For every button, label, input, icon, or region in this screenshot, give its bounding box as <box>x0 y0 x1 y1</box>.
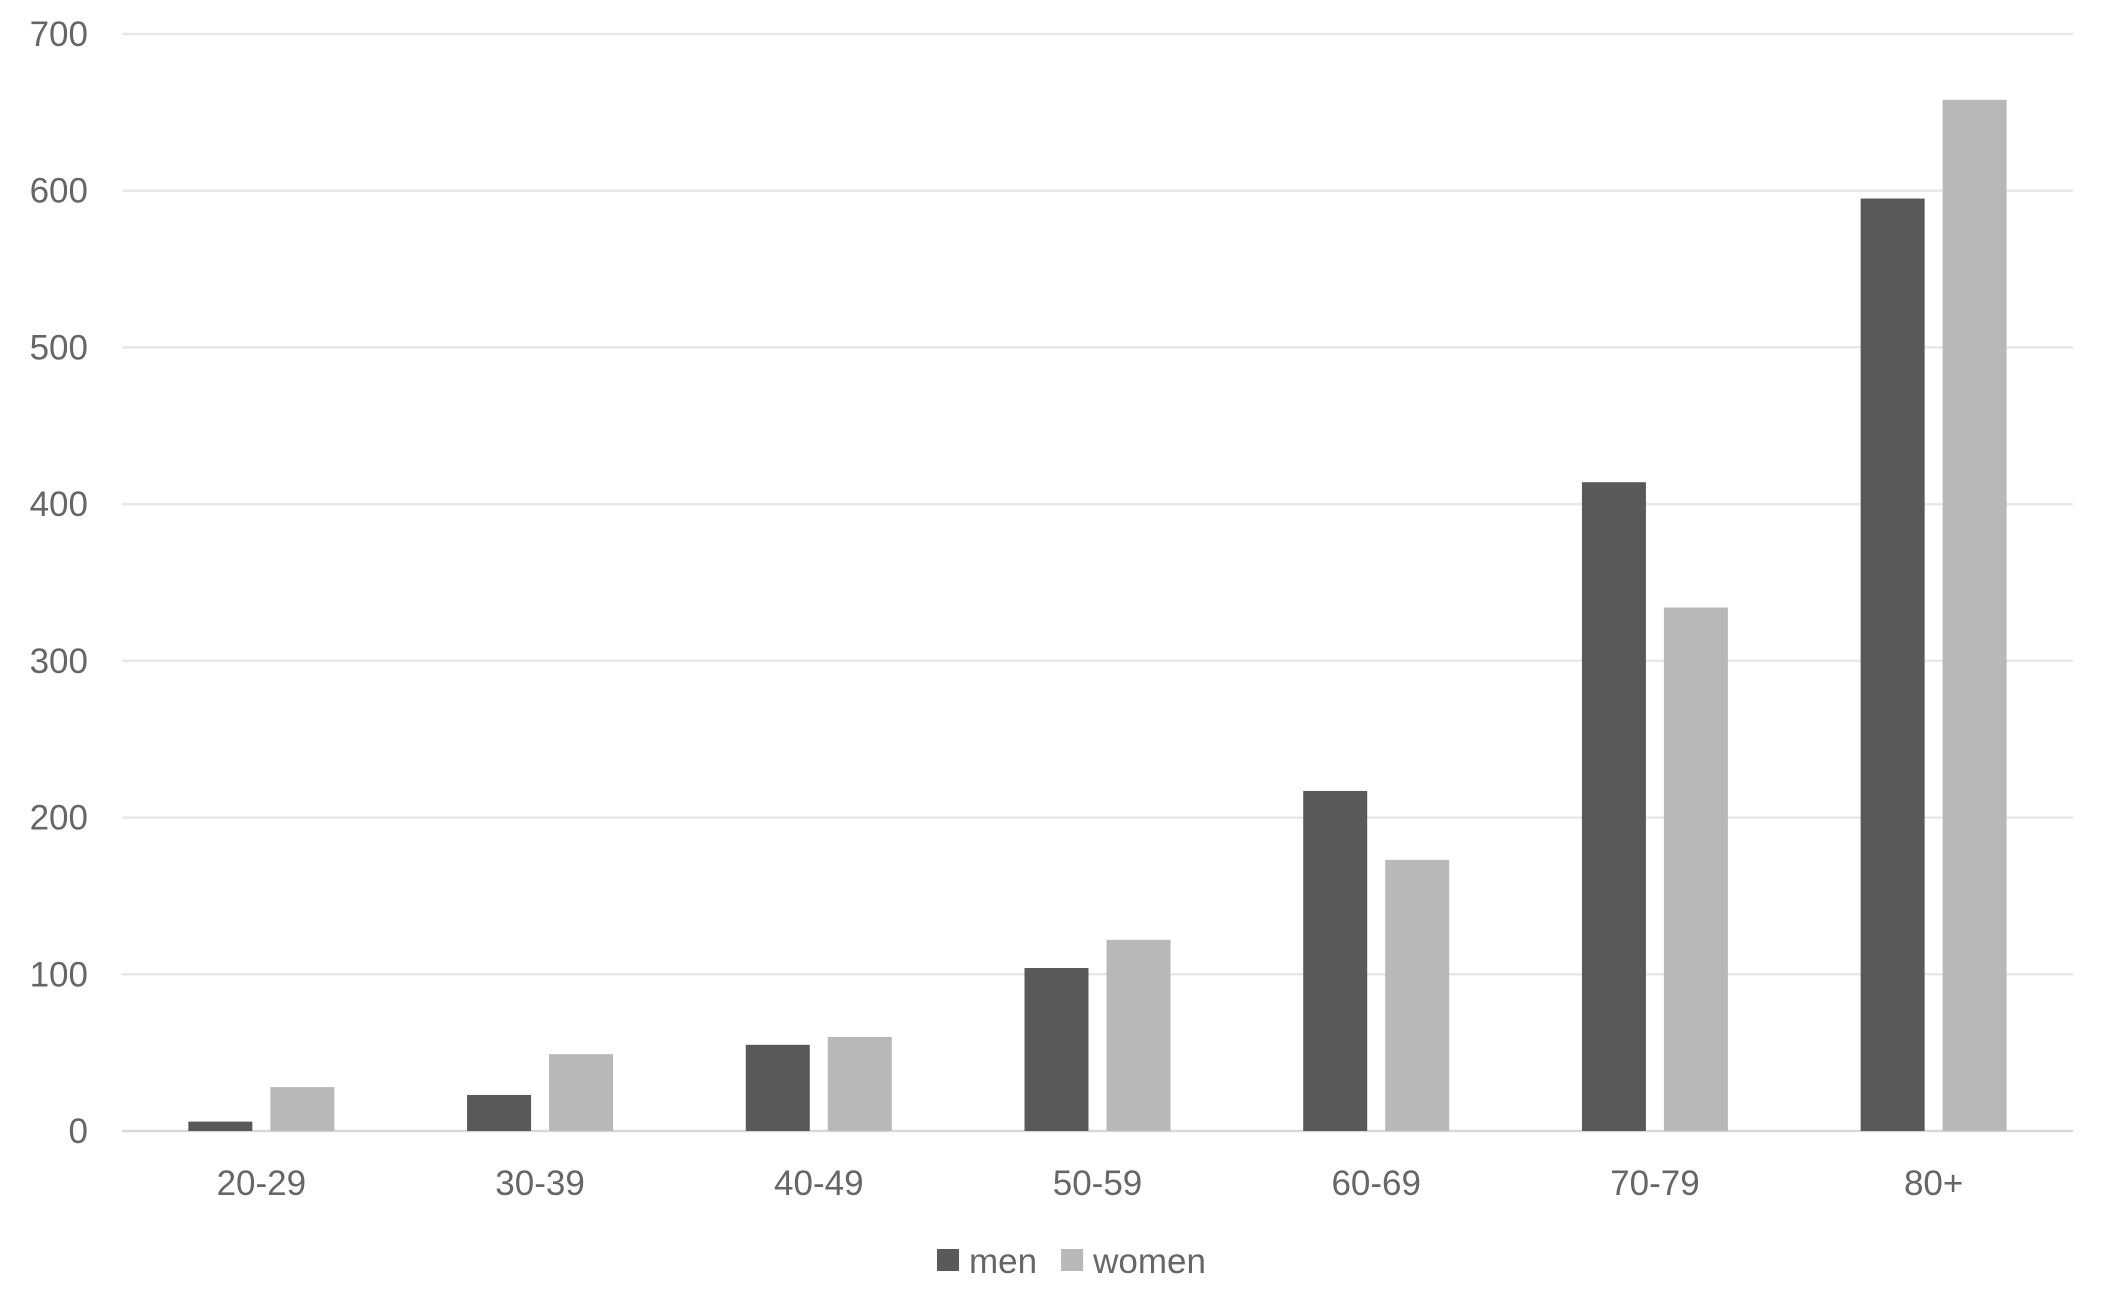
legend-label-women: women <box>1092 1242 1206 1281</box>
bar-women-40-49 <box>827 1036 892 1131</box>
bar-women-20-29 <box>270 1087 335 1131</box>
x-tick-label: 80+ <box>1904 1164 1963 1203</box>
legend-label-men: men <box>969 1242 1037 1281</box>
y-tick-label: 0 <box>69 1112 88 1151</box>
x-tick-label: 50-59 <box>1053 1164 1143 1203</box>
y-tick-label: 400 <box>30 485 88 524</box>
bar-women-30-39 <box>549 1054 614 1131</box>
bar-men-40-49 <box>745 1044 810 1131</box>
legend-swatch-men <box>937 1249 959 1271</box>
y-tick-label: 500 <box>30 328 88 367</box>
bar-men-70-79 <box>1581 482 1646 1131</box>
y-tick-label: 600 <box>30 172 88 211</box>
x-tick-label: 60-69 <box>1331 1164 1421 1203</box>
bar-women-80+ <box>1942 99 2007 1132</box>
bar-men-80+ <box>1860 198 1925 1132</box>
bar-men-20-29 <box>188 1121 253 1131</box>
x-tick-label: 70-79 <box>1610 1164 1700 1203</box>
bar-men-60-69 <box>1303 790 1368 1131</box>
legend-swatch-women <box>1061 1249 1084 1271</box>
y-tick-label: 200 <box>30 799 88 838</box>
y-tick-label: 100 <box>30 955 88 994</box>
x-tick-label: 20-29 <box>217 1164 307 1203</box>
x-tick-label: 40-49 <box>774 1164 864 1203</box>
bar-women-50-59 <box>1106 939 1171 1131</box>
bar-women-70-79 <box>1663 607 1728 1131</box>
bar-women-60-69 <box>1385 859 1450 1131</box>
y-tick-label: 300 <box>30 642 88 681</box>
bar-men-50-59 <box>1024 968 1089 1131</box>
bar-men-30-39 <box>467 1094 532 1131</box>
x-tick-label: 30-39 <box>495 1164 585 1203</box>
y-tick-label: 700 <box>30 15 88 54</box>
